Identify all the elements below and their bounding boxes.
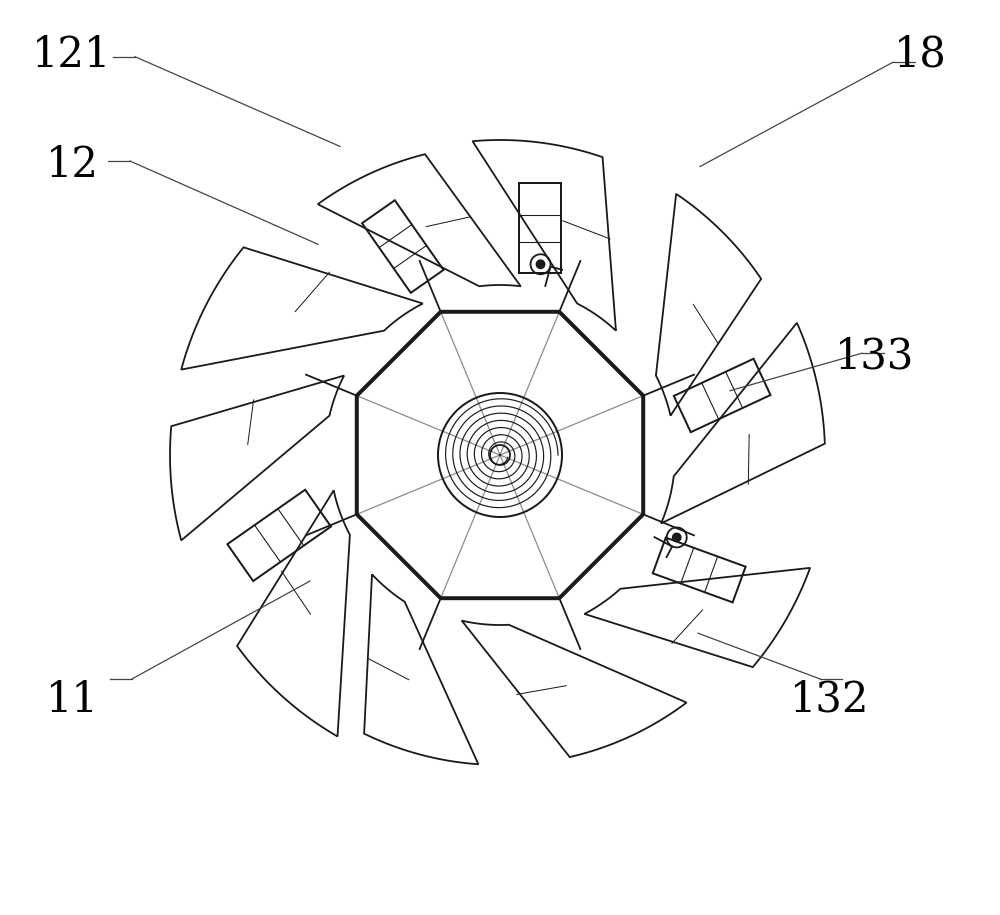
Text: 121: 121 [32, 34, 112, 76]
Text: 12: 12 [46, 144, 98, 186]
Text: 133: 133 [835, 336, 915, 378]
Text: 18: 18 [894, 34, 946, 76]
Text: 11: 11 [46, 679, 98, 721]
Text: 132: 132 [790, 679, 870, 721]
Circle shape [673, 533, 681, 542]
Circle shape [537, 260, 545, 268]
